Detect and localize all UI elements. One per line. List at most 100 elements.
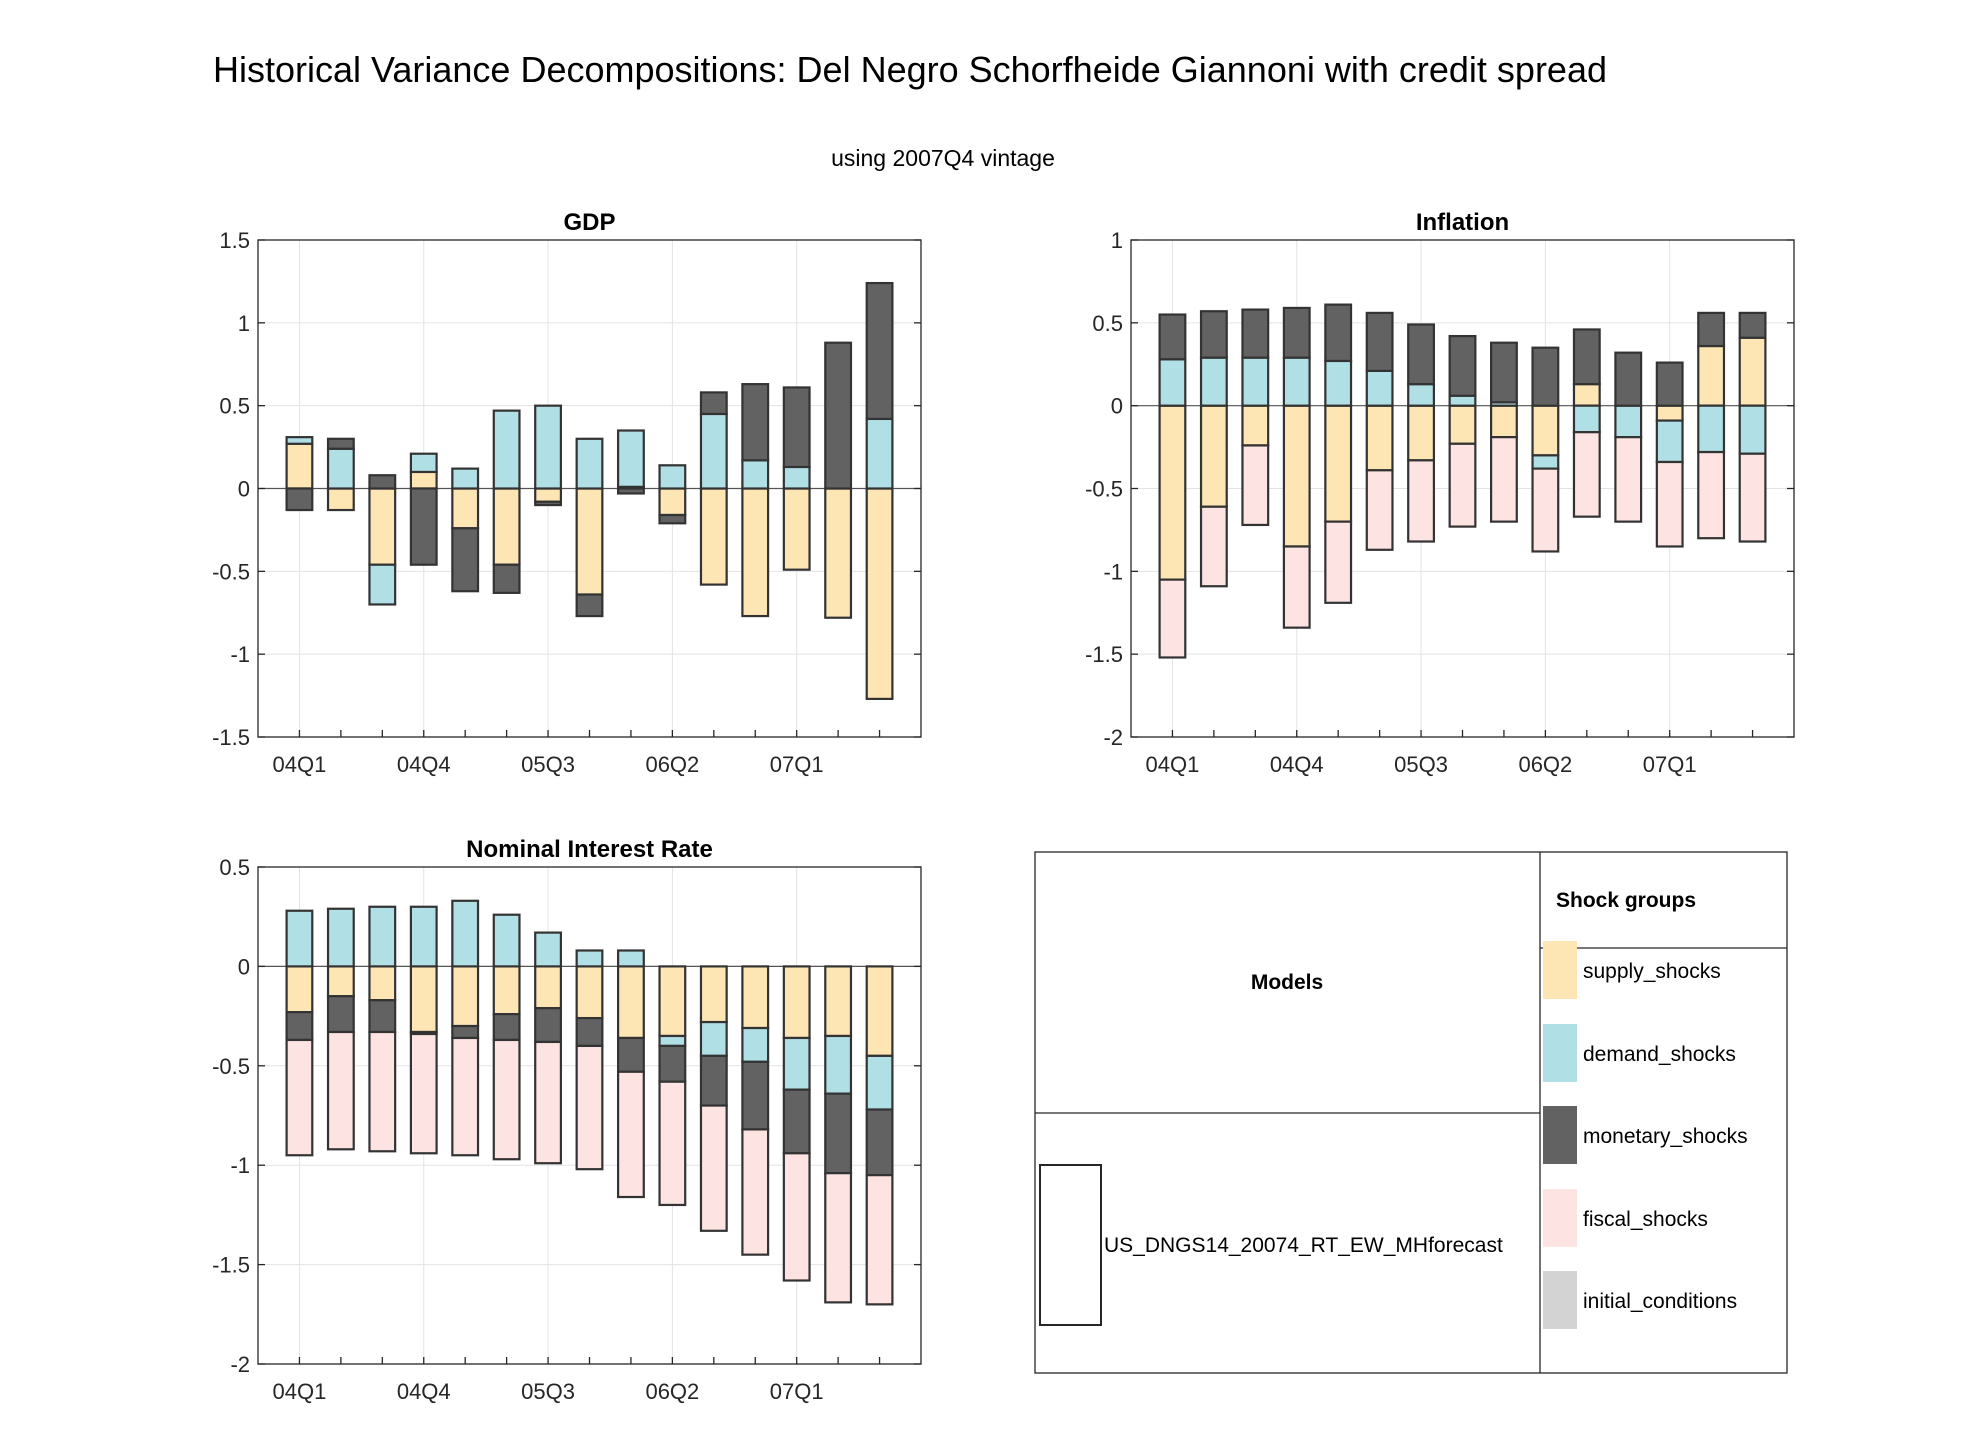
nominal-interest-rate-y-tick-label: -1 (230, 1153, 250, 1178)
gdp-bar-monetary-shocks-04q2 (326, 437, 355, 450)
gdp-bar-supply-shocks-06q3 (699, 487, 728, 586)
gdp-bar-supply-shocks-05q4 (575, 487, 604, 596)
nominal-interest-rate-bar-fiscal-shocks-07q3 (865, 1174, 894, 1306)
nominal-interest-rate-bar-monetary-shocks-06q3 (699, 1054, 728, 1107)
gdp-x-tick-label: 06Q2 (645, 752, 699, 777)
inflation-bar-monetary-shocks-07q2 (1697, 311, 1726, 348)
model-swatch (1039, 1164, 1102, 1326)
nominal-interest-rate-bar-monetary-shocks-05q2 (492, 1013, 521, 1042)
gdp-bar-demand-shocks-04q4 (409, 452, 438, 474)
models-header: Models (1251, 971, 1323, 994)
gdp-y-tick-label: 1.5 (219, 228, 250, 253)
gdp-bar-demand-shocks-06q3 (699, 412, 728, 490)
inflation-bar-fiscal-shocks-05q1 (1324, 520, 1353, 604)
inflation-y-tick-label: -0.5 (1085, 477, 1123, 502)
inflation-bar-fiscal-shocks-05q3 (1407, 459, 1436, 543)
nominal-interest-rate-bar-monetary-shocks-04q2 (326, 995, 355, 1034)
inflation-bar-monetary-shocks-05q3 (1407, 323, 1436, 386)
nominal-interest-rate-bar-supply-shocks-04q4 (409, 965, 438, 1034)
inflation-y-tick-label: -2 (1103, 725, 1123, 750)
inflation-bar-demand-shocks-05q4 (1448, 394, 1477, 407)
inflation-bar-supply-shocks-05q1 (1324, 404, 1353, 523)
inflation-bar-supply-shocks-05q4 (1448, 404, 1477, 445)
gdp-bar-demand-shocks-04q1 (285, 436, 314, 445)
nominal-interest-rate-bar-fiscal-shocks-05q2 (492, 1038, 521, 1161)
inflation-bar-monetary-shocks-04q2 (1199, 310, 1228, 359)
figure-subtitle: using 2007Q4 vintage (831, 145, 1055, 171)
inflation-bar-supply-shocks-04q3 (1241, 404, 1270, 447)
nominal-interest-rate-bar-demand-shocks-04q3 (368, 905, 397, 968)
supply-shocks-label: supply_shocks (1583, 960, 1721, 983)
nominal-interest-rate-bar-monetary-shocks-04q3 (368, 999, 397, 1034)
gdp-bar-demand-shocks-06q4 (741, 459, 770, 490)
gdp-bar-monetary-shocks-04q3 (368, 474, 397, 490)
nominal-interest-rate-bar-demand-shocks-07q1 (782, 1036, 811, 1091)
nominal-interest-rate-bar-demand-shocks-04q1 (285, 909, 314, 968)
legend-table: Models Shock groups US_DNGS14_20074_RT_E… (1034, 851, 1788, 1374)
inflation-y-tick-label: -1.5 (1085, 642, 1123, 667)
nominal-interest-rate-title: Nominal Interest Rate (466, 836, 713, 863)
nominal-interest-rate-bar-supply-shocks-06q2 (658, 965, 687, 1038)
gdp-x-tick-label: 05Q3 (521, 752, 575, 777)
gdp-y-tick-label: 0 (238, 477, 250, 502)
nominal-interest-rate-bar-demand-shocks-06q4 (741, 1026, 770, 1063)
inflation-bar-monetary-shocks-04q4 (1282, 306, 1311, 359)
inflation-bar-supply-shocks-05q2 (1365, 404, 1394, 472)
nominal-interest-rate-bar-supply-shocks-07q2 (824, 965, 853, 1038)
inflation-bar-fiscal-shocks-04q3 (1241, 444, 1270, 527)
nominal-interest-rate-bar-supply-shocks-07q1 (782, 965, 811, 1040)
inflation-x-tick-label: 06Q2 (1518, 752, 1572, 777)
fiscal-shocks-label: fiscal_shocks (1583, 1208, 1708, 1231)
inflation-bar-demand-shocks-06q3 (1572, 404, 1601, 434)
gdp-bar-monetary-shocks-07q2 (824, 341, 853, 490)
gdp-y-tick-label: -1 (230, 642, 250, 667)
gdp-bar-monetary-shocks-05q4 (575, 593, 604, 618)
nominal-interest-rate-bar-fiscal-shocks-05q4 (575, 1044, 604, 1171)
initial-conditions-swatch (1543, 1271, 1577, 1329)
inflation-bar-fiscal-shocks-06q4 (1614, 436, 1643, 523)
inflation-bar-demand-shocks-07q1 (1655, 419, 1684, 464)
gdp-bar-monetary-shocks-06q2 (658, 513, 687, 525)
gdp-bar-demand-shocks-07q1 (782, 465, 811, 490)
gdp-bar-demand-shocks-06q1 (616, 429, 645, 488)
gdp-bar-supply-shocks-06q4 (741, 487, 770, 618)
nominal-interest-rate-bar-fiscal-shocks-04q2 (326, 1030, 355, 1151)
nominal-interest-rate-x-tick-label: 07Q1 (770, 1379, 824, 1404)
nominal-interest-rate-bar-demand-shocks-04q2 (326, 907, 355, 968)
gdp-y-tick-label: 0.5 (219, 394, 250, 419)
inflation-bar-demand-shocks-05q1 (1324, 359, 1353, 407)
gdp-title: GDP (563, 209, 615, 236)
nominal-interest-rate-bar-demand-shocks-05q3 (534, 931, 563, 968)
gdp-bar-supply-shocks-05q3 (534, 487, 563, 503)
gdp-bar-supply-shocks-07q3 (865, 487, 894, 700)
inflation-x-tick-label: 04Q1 (1146, 752, 1200, 777)
inflation-title: Inflation (1416, 209, 1509, 236)
inflation-bar-fiscal-shocks-04q2 (1199, 505, 1228, 588)
nominal-interest-rate-bar-fiscal-shocks-05q3 (534, 1040, 563, 1165)
nominal-interest-rate-x-tick-label: 05Q3 (521, 1379, 575, 1404)
inflation-bar-supply-shocks-07q1 (1655, 404, 1684, 422)
nominal-interest-rate-x-tick-label: 04Q4 (397, 1379, 451, 1404)
nominal-interest-rate-bar-fiscal-shocks-04q3 (368, 1030, 397, 1153)
gdp-bar-monetary-shocks-07q1 (782, 386, 811, 469)
inflation-bar-supply-shocks-06q3 (1572, 383, 1601, 407)
inflation-bar-demand-shocks-06q4 (1614, 404, 1643, 439)
inflation-bar-fiscal-shocks-05q4 (1448, 442, 1477, 528)
gdp-bar-supply-shocks-04q2 (326, 487, 355, 512)
nominal-interest-rate-bar-fiscal-shocks-06q2 (658, 1080, 687, 1207)
nominal-interest-rate-bar-fiscal-shocks-07q1 (782, 1152, 811, 1282)
gdp-bar-supply-shocks-06q2 (658, 487, 687, 517)
nominal-interest-rate-bar-supply-shocks-04q2 (326, 965, 355, 998)
inflation-bar-demand-shocks-05q2 (1365, 369, 1394, 407)
gdp-bar-monetary-shocks-05q1 (451, 527, 480, 593)
inflation-bar-supply-shocks-06q1 (1489, 404, 1518, 439)
inflation-bar-monetary-shocks-06q2 (1531, 346, 1560, 407)
inflation-y-tick-label: 1 (1111, 228, 1123, 253)
nominal-interest-rate-bar-monetary-shocks-07q3 (865, 1108, 894, 1177)
nominal-interest-rate-bar-monetary-shocks-06q1 (616, 1036, 645, 1073)
inflation-bar-supply-shocks-05q3 (1407, 404, 1436, 462)
gdp-bar-supply-shocks-04q3 (368, 487, 397, 566)
nominal-interest-rate-bar-supply-shocks-05q4 (575, 965, 604, 1020)
nominal-interest-rate-bar-supply-shocks-06q4 (741, 965, 770, 1030)
figure-title: Historical Variance Decompositions: Del … (213, 49, 1607, 90)
